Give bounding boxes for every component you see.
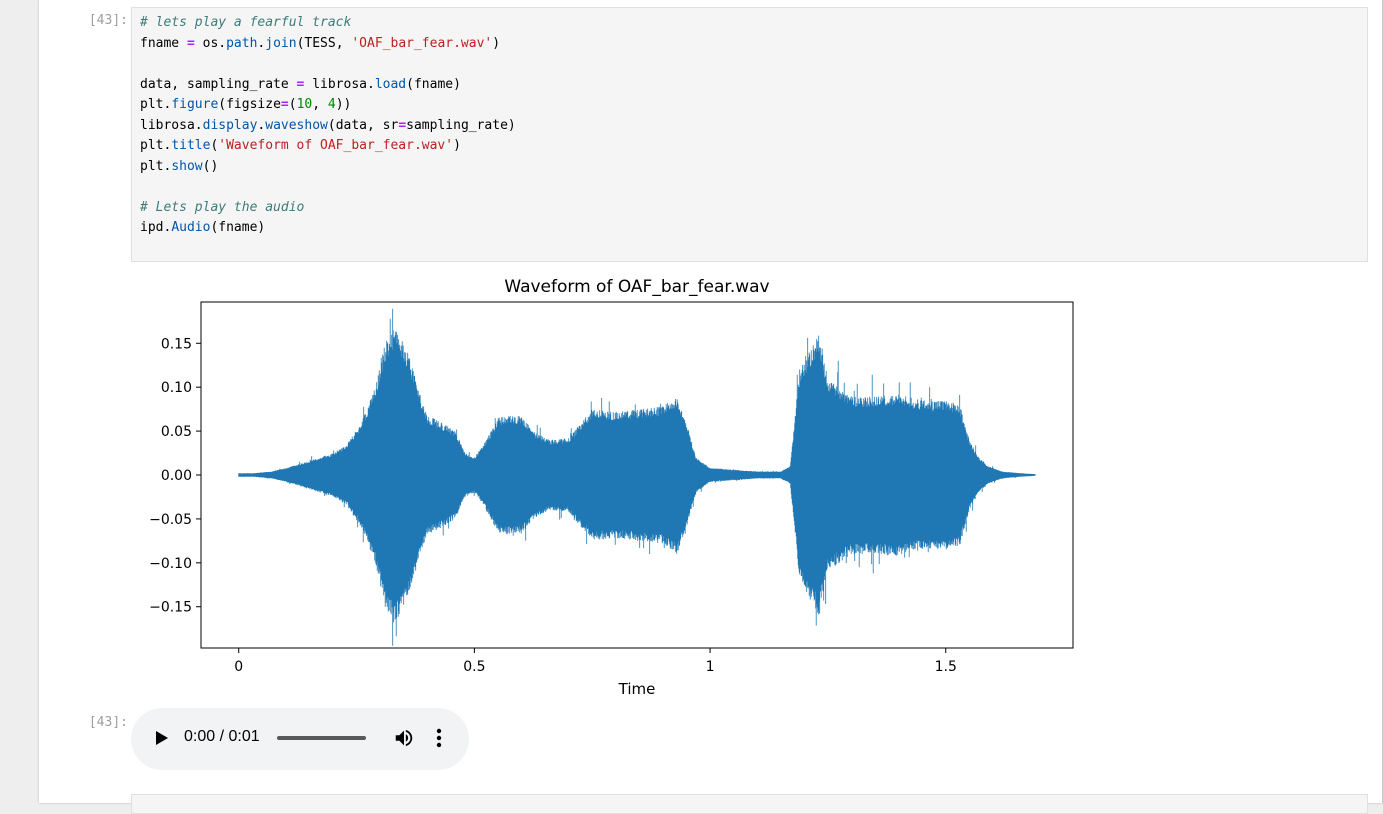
code-line: # lets play a fearful track — [140, 13, 516, 34]
code-token: (fname) — [210, 220, 266, 235]
chart-title: Waveform of OAF_bar_fear.wav — [504, 277, 769, 297]
output-prompt: [43]: — [88, 715, 128, 730]
code-editor[interactable]: # lets play a fearful track fname = os.pa… — [140, 13, 516, 239]
waveform-trace — [238, 308, 1036, 646]
code-token: path — [226, 35, 258, 51]
code-line: plt.title('Waveform of OAF_bar_fear.wav'… — [140, 136, 516, 157]
code-token: )) — [335, 97, 352, 112]
code-token: show — [171, 158, 203, 174]
code-token: . — [194, 117, 203, 133]
x-tick-label: 0 — [234, 659, 243, 675]
code-cell[interactable]: # lets play a fearful track fname = os.pa… — [131, 7, 1368, 262]
code-token: load — [374, 76, 407, 92]
code-token: librosa — [140, 117, 195, 133]
code-token: ) — [453, 138, 461, 153]
code-line: data, sampling_rate = librosa.load(fname… — [140, 75, 516, 96]
code-token: . — [367, 76, 375, 92]
x-tick-label: 0.5 — [463, 659, 485, 675]
x-tick-label: 1 — [706, 659, 715, 675]
y-tick-label: −0.10 — [149, 556, 192, 572]
volume-icon[interactable] — [393, 727, 415, 749]
code-token: sampling_rate) — [406, 117, 516, 133]
code-token: plt — [140, 138, 164, 153]
code-token: (fname) — [406, 76, 461, 92]
audio-player[interactable]: 0:00 / 0:01 — [131, 708, 469, 770]
code-token: title — [171, 138, 211, 153]
code-token: librosa — [304, 76, 367, 92]
code-token: # Lets play the audio — [140, 199, 305, 215]
y-tick-label: 0.00 — [161, 468, 192, 484]
waveform-chart: Waveform of OAF_bar_fear.wav 0.15 0.10 0.05… — [149, 277, 1074, 698]
code-line: ipd.Audio(fname) — [140, 218, 516, 239]
code-token: ( — [210, 138, 219, 153]
code-token: figure — [171, 97, 219, 112]
code-token: fname — [140, 35, 187, 51]
code-line: # Lets play the audio — [140, 198, 516, 219]
code-token: . — [163, 158, 172, 174]
code-token: . — [163, 220, 172, 235]
code-line: plt.show() — [140, 157, 516, 178]
code-token: # lets play a fearful track — [140, 15, 352, 30]
y-tick-label: 0.10 — [161, 380, 192, 396]
next-code-cell[interactable] — [131, 794, 1368, 814]
code-token: ipd — [140, 220, 164, 235]
code-line: plt.figure(figsize=(10, 4)) — [140, 95, 516, 116]
y-tick-label: 0.15 — [161, 336, 192, 352]
code-token: waveshow — [265, 117, 328, 133]
code-token: os — [194, 35, 219, 51]
code-token: ) — [492, 35, 501, 51]
input-prompt: [43]: — [88, 13, 128, 28]
code-token: = — [186, 35, 195, 51]
seek-bar[interactable] — [277, 736, 366, 740]
code-token: = — [296, 76, 305, 92]
code-token: (figsize — [218, 97, 281, 112]
y-tick-label: 0.05 — [161, 424, 192, 440]
code-token: Audio — [171, 220, 211, 235]
more-vert-icon[interactable] — [433, 727, 445, 749]
code-token: = — [280, 97, 289, 112]
code-token: (data, sr — [327, 117, 399, 133]
code-line — [140, 177, 516, 198]
code-token: . — [257, 117, 266, 133]
code-token: plt — [140, 158, 164, 174]
code-line: librosa.display.waveshow(data, sr=sampli… — [140, 116, 516, 137]
y-tick-label: −0.15 — [149, 600, 192, 616]
code-token: . — [163, 138, 172, 153]
code-token: ( — [288, 97, 297, 112]
code-token: plt — [140, 97, 164, 112]
code-token: 10 — [296, 97, 313, 112]
code-token: . — [218, 35, 227, 51]
x-tick-label: 1.5 — [935, 659, 957, 675]
code-token: = — [398, 117, 407, 133]
code-token: 'Waveform of OAF_bar_fear.wav' — [218, 138, 454, 153]
code-token: (TESS, — [296, 35, 352, 51]
code-token: 4 — [327, 97, 336, 112]
code-line: fname = os.path.join(TESS, 'OAF_bar_fear… — [140, 34, 516, 55]
code-token: , — [312, 97, 328, 112]
waveform-figure: Waveform of OAF_bar_fear.wav 0.15 0.10 0.05… — [131, 268, 1091, 704]
code-token: 'OAF_bar_fear.wav' — [351, 35, 493, 51]
audio-time: 0:00 / 0:01 — [184, 728, 260, 745]
code-token: () — [202, 158, 219, 174]
code-token: display — [202, 117, 258, 133]
code-line — [140, 54, 516, 75]
y-tick-label: −0.05 — [149, 512, 192, 528]
play-icon[interactable] — [156, 731, 168, 745]
code-token: . — [257, 35, 266, 51]
code-token: . — [163, 97, 172, 112]
code-token: data, sampling_rate — [140, 76, 297, 92]
code-token: join — [265, 35, 297, 51]
x-axis-label: Time — [618, 680, 656, 698]
